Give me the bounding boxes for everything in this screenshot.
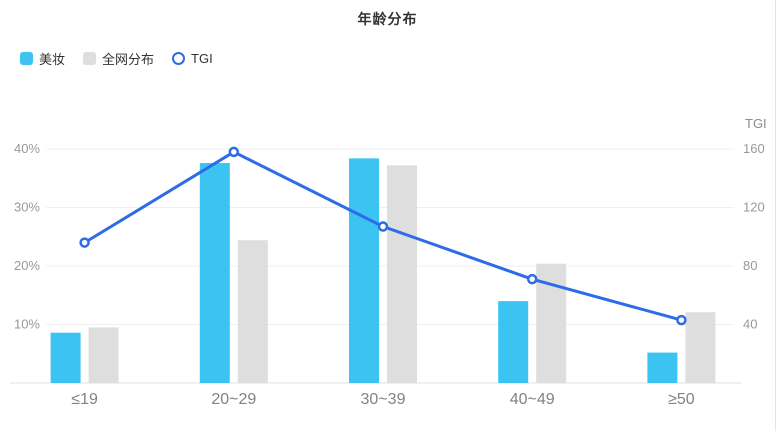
legend: 美妆 全网分布 TGI [20, 49, 213, 68]
left-axis-tick-label: 20% [14, 258, 40, 273]
tgi-point-2[interactable] [377, 221, 389, 232]
legend-item-beauty[interactable]: 美妆 [20, 49, 65, 68]
x-axis-category-label: 30~39 [361, 391, 406, 408]
legend-label: TGI [191, 51, 213, 66]
bar-beauty-3[interactable] [498, 301, 529, 383]
bar-network-2[interactable] [387, 165, 417, 383]
x-axis-category-label: ≥50 [668, 391, 695, 408]
x-axis-category-label: 40~49 [510, 391, 555, 408]
left-axis-tick-label: 10% [14, 317, 40, 332]
tgi-swatch-icon [172, 52, 186, 65]
bar-beauty-4[interactable] [647, 352, 678, 383]
tgi-point-4[interactable] [676, 314, 687, 326]
bar-network-0[interactable] [88, 327, 119, 383]
right-axis-title: TGI [745, 116, 767, 131]
bar-beauty-2[interactable] [349, 158, 379, 383]
right-axis-tick-label: 80 [743, 258, 757, 273]
legend-label: 全网分布 [102, 52, 155, 67]
tgi-point-1[interactable] [228, 146, 240, 158]
bar-beauty-1[interactable] [199, 163, 230, 383]
bar-network-1[interactable] [237, 240, 268, 383]
legend-item-tgi[interactable]: TGI [172, 51, 213, 66]
tgi-point-0[interactable] [79, 237, 90, 248]
legend-item-network[interactable]: 全网分布 [83, 49, 154, 68]
tgi-point-3[interactable] [526, 273, 538, 285]
legend-label: 美妆 [39, 52, 66, 67]
right-axis-tick-label: 160 [743, 141, 765, 156]
tgi-line [83, 150, 683, 322]
left-axis-tick-label: 40% [14, 141, 40, 156]
bar-beauty-0[interactable] [50, 332, 81, 383]
right-axis-tick-label: 120 [743, 200, 765, 215]
x-axis-category-label: 20~29 [211, 391, 256, 408]
network-swatch-icon [83, 52, 97, 65]
chart-title: 年龄分布 [357, 11, 418, 27]
left-axis-tick-label: 30% [14, 200, 40, 215]
bar-network-4[interactable] [685, 312, 716, 383]
x-axis-category-label: ≤19 [71, 391, 98, 408]
beauty-swatch-icon [20, 52, 33, 65]
right-axis-tick-label: 40 [743, 317, 757, 332]
